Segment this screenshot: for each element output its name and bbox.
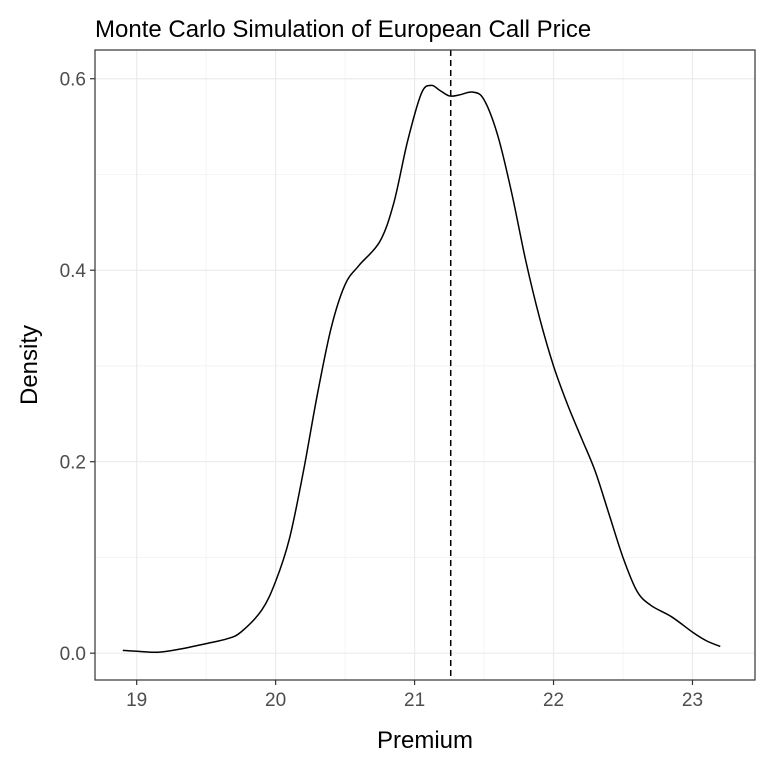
y-axis-label: Density — [16, 325, 43, 405]
x-axis-label: Premium — [377, 727, 473, 754]
x-tick-label: 20 — [265, 690, 286, 711]
x-tick-label: 19 — [126, 690, 147, 711]
density-curve — [122, 84, 721, 654]
y-tick-label: 0.2 — [60, 453, 86, 474]
plot-background — [95, 50, 755, 680]
x-tick-label: 23 — [682, 690, 703, 711]
x-tick-label: 22 — [543, 690, 564, 711]
chart-title: Monte Carlo Simulation of European Call … — [95, 16, 591, 43]
x-tick-label: 21 — [404, 690, 425, 711]
y-tick-label: 0.4 — [60, 261, 87, 282]
plot-panel-border — [94, 49, 756, 681]
y-tick-label: 0.6 — [60, 70, 86, 91]
y-tick-label: 0.0 — [60, 644, 86, 665]
